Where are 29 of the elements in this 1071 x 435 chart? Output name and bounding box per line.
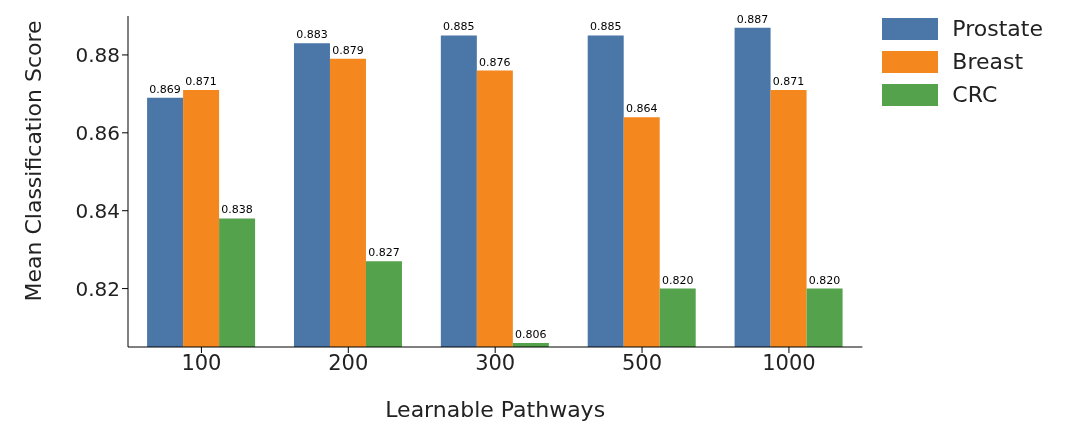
legend-label: Breast: [952, 49, 1024, 74]
data-label: 0.838: [221, 203, 253, 217]
y-tick-label: 0.84: [75, 198, 120, 223]
y-tick-label: 0.82: [75, 276, 120, 301]
x-tick-label: 200: [328, 350, 369, 375]
x-tick-label: 300: [475, 350, 516, 375]
data-label: 0.879: [332, 43, 364, 57]
x-tick-label: 1000: [762, 350, 816, 375]
data-label: 0.827: [368, 246, 400, 260]
data-label: 0.869: [149, 82, 181, 96]
data-label: 0.871: [772, 74, 805, 88]
data-label: 0.885: [589, 20, 622, 34]
x-tick-label: 500: [622, 350, 663, 375]
x-tick-label: 100: [181, 350, 222, 375]
y-axis-title: Mean Classification Score: [20, 20, 46, 302]
x-axis-title: Learnable Pathways: [385, 397, 606, 422]
data-label: 0.871: [185, 74, 217, 88]
data-label: 0.864: [625, 102, 658, 116]
data-label: 0.820: [808, 273, 841, 287]
data-label: 0.876: [479, 55, 511, 69]
data-label: 0.820: [661, 273, 694, 287]
legend-label: CRC: [952, 82, 998, 107]
data-label: 0.887: [736, 12, 769, 26]
data-label: 0.883: [296, 28, 328, 42]
y-tick-label: 0.86: [75, 120, 120, 145]
data-label: 0.885: [443, 20, 475, 34]
legend-label: Prostate: [952, 16, 1043, 41]
data-label: 0.806: [515, 328, 547, 342]
y-tick-label: 0.88: [75, 43, 120, 68]
